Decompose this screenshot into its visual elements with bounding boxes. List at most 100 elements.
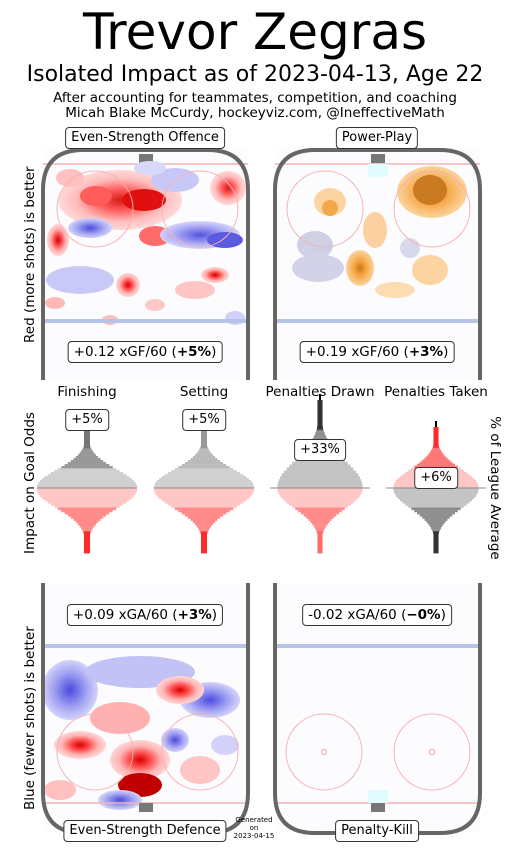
penalty-kill-label: Penalty-Kill <box>335 820 419 842</box>
violin-band-penalties-drawn <box>317 423 323 427</box>
violin-band-penalties-drawn <box>317 550 323 554</box>
violin-band-setting <box>201 550 207 554</box>
violin-band-setting <box>198 527 210 530</box>
violin-band-setting <box>184 514 224 517</box>
violin-band-penalties-drawn <box>317 531 323 534</box>
violin-band-penalties-drawn <box>308 518 332 521</box>
goal-net-icon <box>139 803 153 812</box>
violin-band-finishing <box>61 466 113 469</box>
violin-band-setting <box>194 522 214 526</box>
violin-band-finishing <box>37 486 137 489</box>
es-defence-heatmap <box>42 656 240 810</box>
violin-band-setting <box>201 533 207 537</box>
violin-band-setting <box>187 460 221 463</box>
violin-band-penalties-taken <box>424 518 448 521</box>
violin-band-setting <box>181 464 227 467</box>
violin-band-penalties-drawn <box>317 405 323 410</box>
violin-band-finishing <box>84 540 90 543</box>
violin-band-penalties-taken <box>431 527 441 530</box>
violin-band-setting <box>201 548 207 552</box>
violin-band-setting <box>174 507 234 511</box>
player-name-title: Trevor Zegras <box>82 3 428 61</box>
goal-net-icon <box>139 154 153 163</box>
power-play-heatmap <box>292 166 467 298</box>
violin-band-finishing <box>83 446 91 449</box>
violin-band-finishing <box>84 442 90 445</box>
violin-band-penalties-taken <box>426 455 446 458</box>
violin-band-penalties-taken <box>433 550 439 554</box>
violin-band-penalties-taken <box>408 505 464 508</box>
defence-side-label: Blue (fewer shots) is better <box>22 626 38 810</box>
setting-value: +5% <box>182 409 226 431</box>
violin-band-finishing <box>61 509 113 513</box>
violin-band-finishing <box>82 448 92 451</box>
methodology-note: After accounting for teammates, competit… <box>53 90 457 106</box>
violin-band-setting <box>178 509 230 513</box>
violin-band-setting <box>159 478 249 481</box>
violin-band-penalties-drawn <box>310 520 330 524</box>
violin-band-finishing <box>84 537 90 541</box>
violin-band-setting <box>201 442 207 445</box>
violin-band-penalties-taken <box>433 531 439 534</box>
violin-band-penalties-taken <box>433 544 439 547</box>
violin-band-setting <box>201 434 207 437</box>
violin-band-setting <box>171 470 237 473</box>
violin-band-finishing <box>67 514 107 517</box>
violin-band-penalties-taken <box>429 524 443 528</box>
offence-side-label: Red (more shots) is better <box>22 166 38 343</box>
violin-band-penalties-taken <box>433 443 439 446</box>
violin-band-setting <box>154 484 254 487</box>
violin-band-penalties-drawn <box>317 537 323 541</box>
violin-band-setting <box>201 432 207 435</box>
violin-band-penalties-drawn <box>277 485 363 489</box>
violin-band-penalties-taken <box>433 437 439 440</box>
violin-band-penalties-drawn <box>316 429 324 433</box>
violin-band-finishing <box>37 490 137 493</box>
violin-band-penalties-drawn <box>301 511 339 515</box>
violin-title-penalties-drawn: Penalties Drawn <box>265 384 375 400</box>
violin-band-setting <box>159 496 249 500</box>
violin-band-penalties-drawn <box>277 488 363 491</box>
violin-band-setting <box>181 511 227 515</box>
violin-band-penalties-taken <box>433 542 439 545</box>
penalty-kill-stat: -0.02 xGA/60 (−0%) <box>302 604 452 626</box>
violin-band-penalties-taken <box>414 465 458 469</box>
violin-band-penalties-taken <box>433 439 439 442</box>
violin-band-penalties-drawn <box>286 501 354 504</box>
violin-band-finishing <box>54 505 120 508</box>
es-offence-label: Even-Strength Offence <box>65 127 225 149</box>
violin-band-penalties-taken <box>433 441 439 444</box>
violin-band-finishing <box>47 474 127 477</box>
violin-band-penalties-drawn <box>317 542 323 545</box>
violin-band-penalties-taken <box>432 529 440 532</box>
violin-band-finishing <box>84 546 90 550</box>
violin-band-finishing <box>73 518 101 521</box>
violin-band-penalties-taken <box>433 435 439 438</box>
violin-band-penalties-taken <box>433 537 439 541</box>
violin-band-finishing <box>84 535 90 539</box>
violin-band-penalties-taken <box>432 447 440 450</box>
violin-band-setting <box>156 494 252 498</box>
violin-title-setting: Setting <box>179 384 229 400</box>
violin-band-penalties-drawn <box>292 505 348 508</box>
violin-band-setting <box>199 448 209 451</box>
violin-band-finishing <box>57 507 117 511</box>
violin-band-penalties-taken <box>433 548 439 552</box>
generated-note: Generated on 2023-04-15 <box>233 816 275 840</box>
violin-band-finishing <box>84 544 90 547</box>
violin-band-setting <box>198 450 210 453</box>
violin-band-penalties-drawn <box>303 514 337 517</box>
violin-band-finishing <box>70 460 104 463</box>
violin-band-setting <box>167 472 241 475</box>
violin-band-penalties-drawn <box>306 516 334 519</box>
violin-band-setting <box>201 546 207 550</box>
violin-band-penalties-drawn <box>298 509 342 513</box>
violin-band-finishing <box>84 438 90 441</box>
penalties-taken-value: +6% <box>414 467 458 489</box>
violin-band-penalties-drawn <box>317 548 323 552</box>
violin-band-setting <box>201 438 207 441</box>
violin-band-penalties-taken <box>433 445 439 448</box>
violin-band-setting <box>154 486 254 489</box>
violin-band-finishing <box>37 484 137 487</box>
violin-band-finishing <box>77 522 97 526</box>
